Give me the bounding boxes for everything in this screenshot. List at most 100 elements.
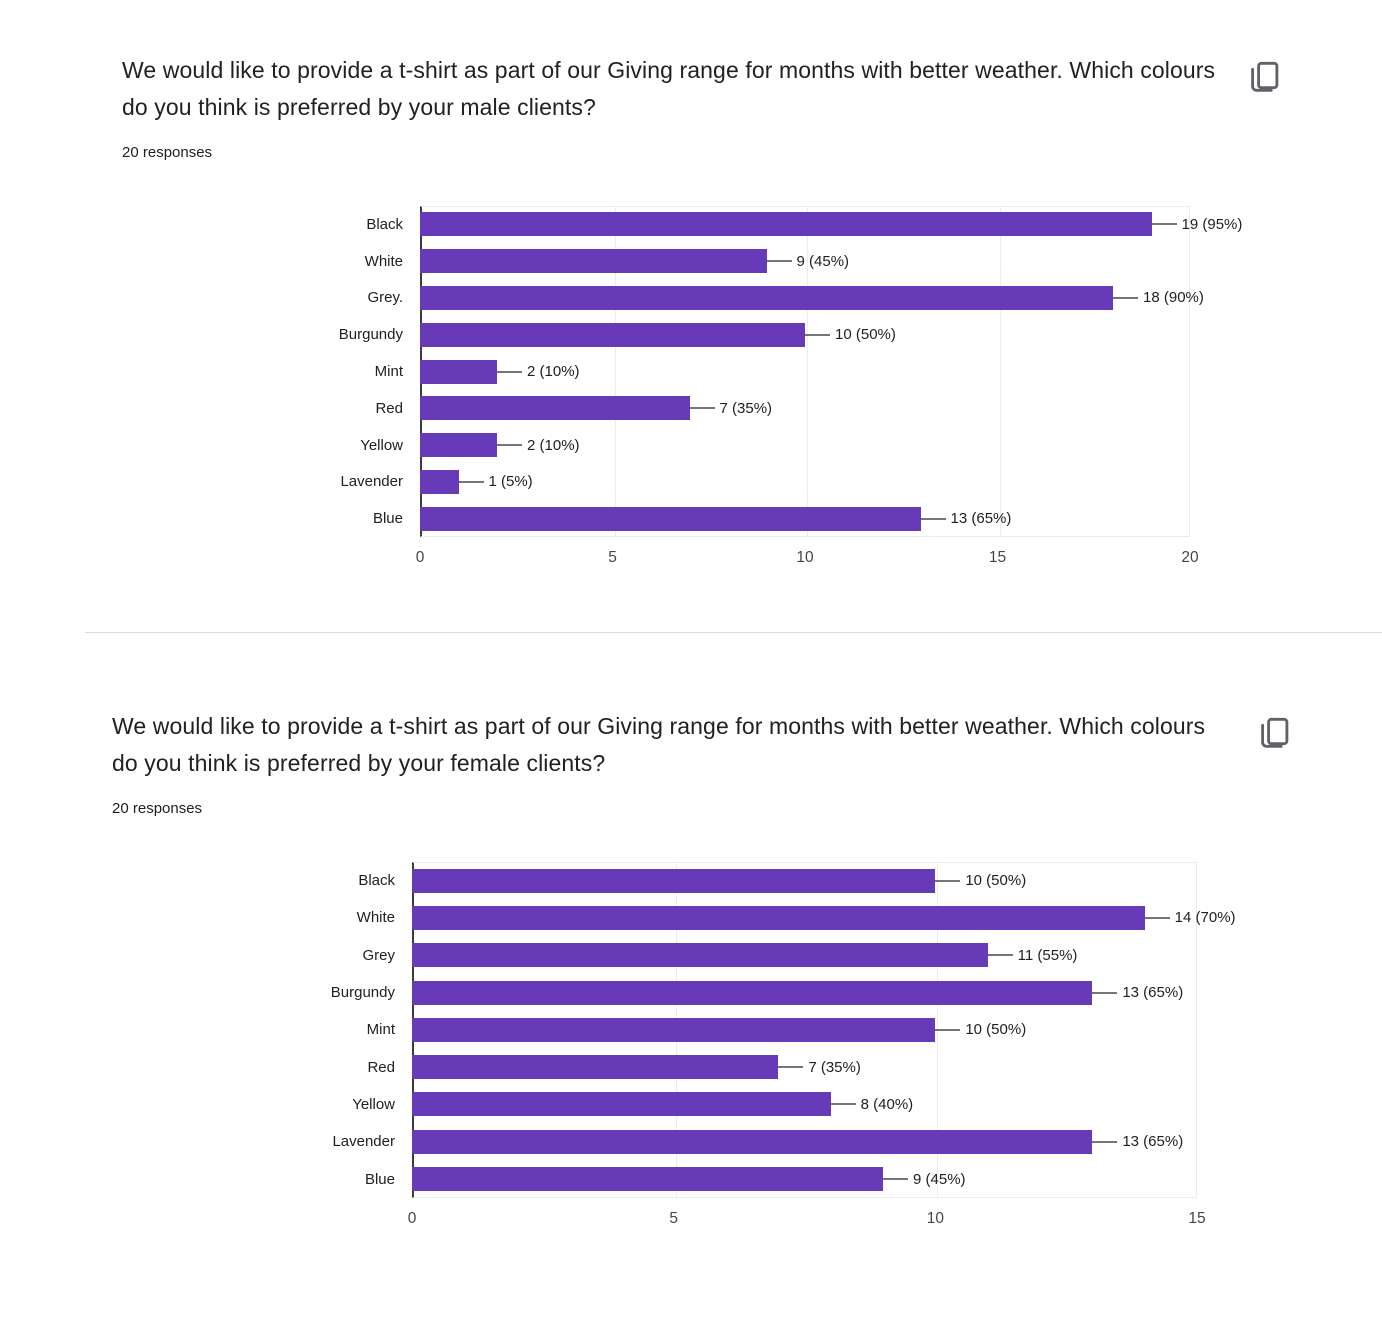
plot-rows: Black 19 (95%) White 9 (45%) Grey. 18 (90%) Bu… (230, 206, 1382, 538)
chart-row: Yellow 2 (10%) (230, 427, 1382, 464)
bar-burgundy[interactable] (420, 322, 805, 347)
category-label: Blue (372, 510, 403, 528)
bar-red[interactable] (412, 1055, 779, 1080)
bar-area: 10 (50%) (420, 316, 1382, 353)
x-axis: 0 5 10 15 20 (416, 537, 1199, 567)
value-label: 19 (95%) (1181, 215, 1243, 233)
leader-line (935, 1028, 961, 1031)
bar-mint[interactable] (412, 1017, 936, 1042)
bar-area: 9 (45%) (420, 243, 1382, 280)
value-label: 1 (5%) (488, 473, 533, 491)
value-label: 10 (50%) (965, 1021, 1027, 1039)
leader-line (689, 407, 715, 410)
leader-line (920, 517, 946, 520)
section-divider (85, 632, 1382, 633)
bar-lavender[interactable] (420, 469, 459, 494)
question-title: We would like to provide a t-shirt as pa… (122, 57, 1216, 120)
x-tick-label: 0 (415, 549, 425, 567)
category-label: Grey. (367, 289, 403, 307)
category-label: Red (375, 399, 403, 417)
x-tick-label: 10 (926, 1209, 944, 1227)
value-label: 7 (35%) (808, 1058, 861, 1076)
bar-blue[interactable] (412, 1167, 883, 1192)
bar-white[interactable] (420, 249, 767, 274)
category-label: Mint (374, 363, 403, 381)
copy-chart-button[interactable] (1253, 712, 1295, 754)
chart-row: Mint 10 (50%) (222, 1011, 1382, 1048)
bar-area: 13 (65%) (412, 974, 1382, 1011)
bar-grey[interactable] (420, 285, 1113, 310)
bar-yellow[interactable] (420, 433, 497, 458)
leader-line (1092, 991, 1118, 994)
category-label: Lavender (332, 1133, 395, 1151)
bar-area: 7 (35%) (412, 1048, 1382, 1085)
x-tick-label: 20 (1181, 549, 1199, 567)
chart-row: Grey. 18 (90%) (230, 280, 1382, 317)
bar-yellow[interactable] (412, 1092, 831, 1117)
chart-row: White 14 (70%) (222, 899, 1382, 936)
bar-red[interactable] (420, 396, 690, 421)
leader-line (987, 954, 1013, 957)
leader-line (1151, 223, 1177, 226)
chart-row: Lavender 1 (5%) (230, 464, 1382, 501)
value-label: 9 (45%) (913, 1170, 966, 1188)
bar-grey[interactable] (412, 943, 988, 968)
bar-area: 7 (35%) (420, 390, 1382, 427)
bar-burgundy[interactable] (412, 980, 1093, 1005)
bar-area: 11 (55%) (412, 937, 1382, 974)
bar-area: 19 (95%) (420, 206, 1382, 243)
bar-blue[interactable] (420, 506, 921, 531)
leader-line (883, 1178, 908, 1181)
bar-black[interactable] (420, 212, 1152, 237)
bar-area: 2 (10%) (420, 427, 1382, 464)
x-tick-label: 5 (669, 1209, 678, 1227)
bar-chart-male: Black 19 (95%) White 9 (45%) Grey. 18 (90%) Bu… (230, 206, 1382, 567)
value-label: 18 (90%) (1143, 289, 1204, 307)
x-tick-label: 5 (608, 549, 617, 567)
value-label: 7 (35%) (719, 399, 773, 417)
leader-line (1092, 1140, 1118, 1143)
category-label: Burgundy (338, 326, 403, 344)
bar-area: 10 (50%) (412, 1011, 1382, 1048)
category-label: Yellow (352, 1095, 395, 1113)
chart-row: White 9 (45%) (230, 243, 1382, 280)
copy-icon (1251, 61, 1279, 92)
bar-white[interactable] (412, 905, 1145, 930)
copy-icon (1261, 717, 1289, 748)
gridline (807, 207, 808, 537)
category-label: Lavender (340, 473, 403, 491)
value-label: 13 (65%) (950, 510, 1012, 528)
leader-line (497, 370, 522, 373)
category-label: White (364, 252, 403, 270)
chart-row: Burgundy 13 (65%) (222, 974, 1382, 1011)
bar-chart-female: Black 10 (50%) White 14 (70%) Grey 11 (55%) Bu… (222, 862, 1382, 1228)
bar-area: 13 (65%) (412, 1123, 1382, 1160)
bar-area: 1 (5%) (420, 464, 1382, 501)
category-label: Burgundy (330, 984, 395, 1002)
value-label: 2 (10%) (527, 363, 580, 381)
value-label: 13 (65%) (1122, 984, 1184, 1002)
bar-area: 10 (50%) (412, 862, 1382, 899)
category-label: Red (367, 1058, 395, 1076)
gridline (614, 207, 616, 537)
question-title: We would like to provide a t-shirt as pa… (112, 713, 1206, 776)
chart-row: Yellow 8 (40%) (222, 1086, 1382, 1123)
copy-chart-button[interactable] (1243, 56, 1285, 98)
chart-row: Grey 11 (55%) (222, 937, 1382, 974)
bar-mint[interactable] (420, 359, 497, 384)
response-count: 20 responses (112, 800, 203, 817)
chart-row: Red 7 (35%) (230, 390, 1382, 427)
chart-row: Blue 13 (65%) (230, 500, 1382, 537)
x-tick-label: 10 (796, 549, 814, 567)
chart-row: Blue 9 (45%) (222, 1160, 1382, 1197)
chart-row: Red 7 (35%) (222, 1048, 1382, 1085)
bar-area: 14 (70%) (412, 899, 1382, 936)
leader-line (935, 879, 961, 882)
bar-black[interactable] (412, 868, 936, 893)
category-label: White (356, 909, 395, 927)
chart-row: Lavender 13 (65%) (222, 1123, 1382, 1160)
bar-area: 2 (10%) (420, 353, 1382, 390)
bar-lavender[interactable] (412, 1129, 1093, 1154)
value-label: 8 (40%) (860, 1095, 914, 1113)
